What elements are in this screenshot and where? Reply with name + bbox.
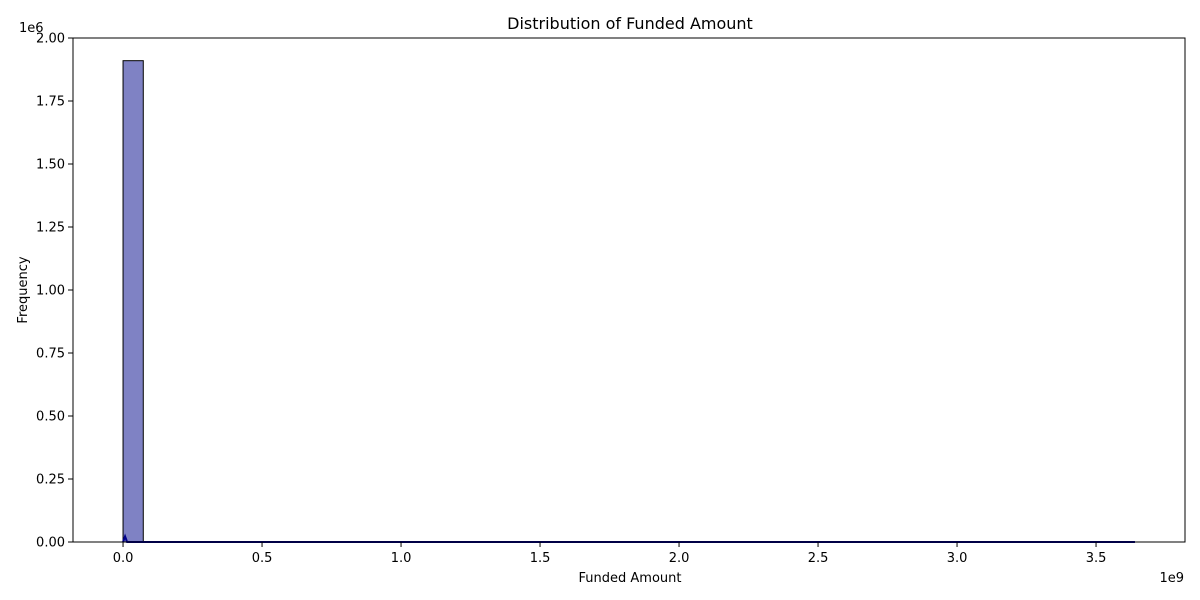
y-tick-label: 0.25 xyxy=(36,473,65,488)
y-axis-ticks: 0.00 0.25 0.50 0.75 1.00 1.25 1.50 1.75 2.00 xyxy=(36,32,73,551)
chart-title: Distribution of Funded Amount xyxy=(507,14,753,33)
x-tick-label: 2.5 xyxy=(808,551,829,566)
y-axis-label: Frequency xyxy=(16,256,31,323)
histogram-bars xyxy=(122,60,144,543)
y-tick-label: 1.75 xyxy=(36,95,65,110)
histogram-bar xyxy=(122,60,144,543)
x-tick-label: 1.0 xyxy=(391,551,412,566)
x-axis-label: Funded Amount xyxy=(579,571,682,586)
x-tick-label: 1.5 xyxy=(530,551,551,566)
x-tick-label: 0.0 xyxy=(113,551,134,566)
x-tick-label: 3.0 xyxy=(947,551,968,566)
y-tick-label: 2.00 xyxy=(36,32,65,47)
x-axis-offset-label: 1e9 xyxy=(1159,571,1184,586)
y-tick-label: 1.25 xyxy=(36,221,65,236)
x-tick-label: 3.5 xyxy=(1086,551,1107,566)
y-tick-label: 0.50 xyxy=(36,410,65,425)
x-axis-ticks: 0.0 0.5 1.0 1.5 2.0 2.5 3.0 3.5 xyxy=(113,542,1107,566)
y-tick-label: 1.00 xyxy=(36,284,65,299)
y-axis-offset-label: 1e6 xyxy=(19,21,44,36)
y-tick-label: 0.00 xyxy=(36,536,65,551)
x-tick-label: 2.0 xyxy=(669,551,690,566)
x-tick-label: 0.5 xyxy=(252,551,273,566)
y-tick-label: 1.50 xyxy=(36,158,65,173)
y-tick-label: 0.75 xyxy=(36,347,65,362)
